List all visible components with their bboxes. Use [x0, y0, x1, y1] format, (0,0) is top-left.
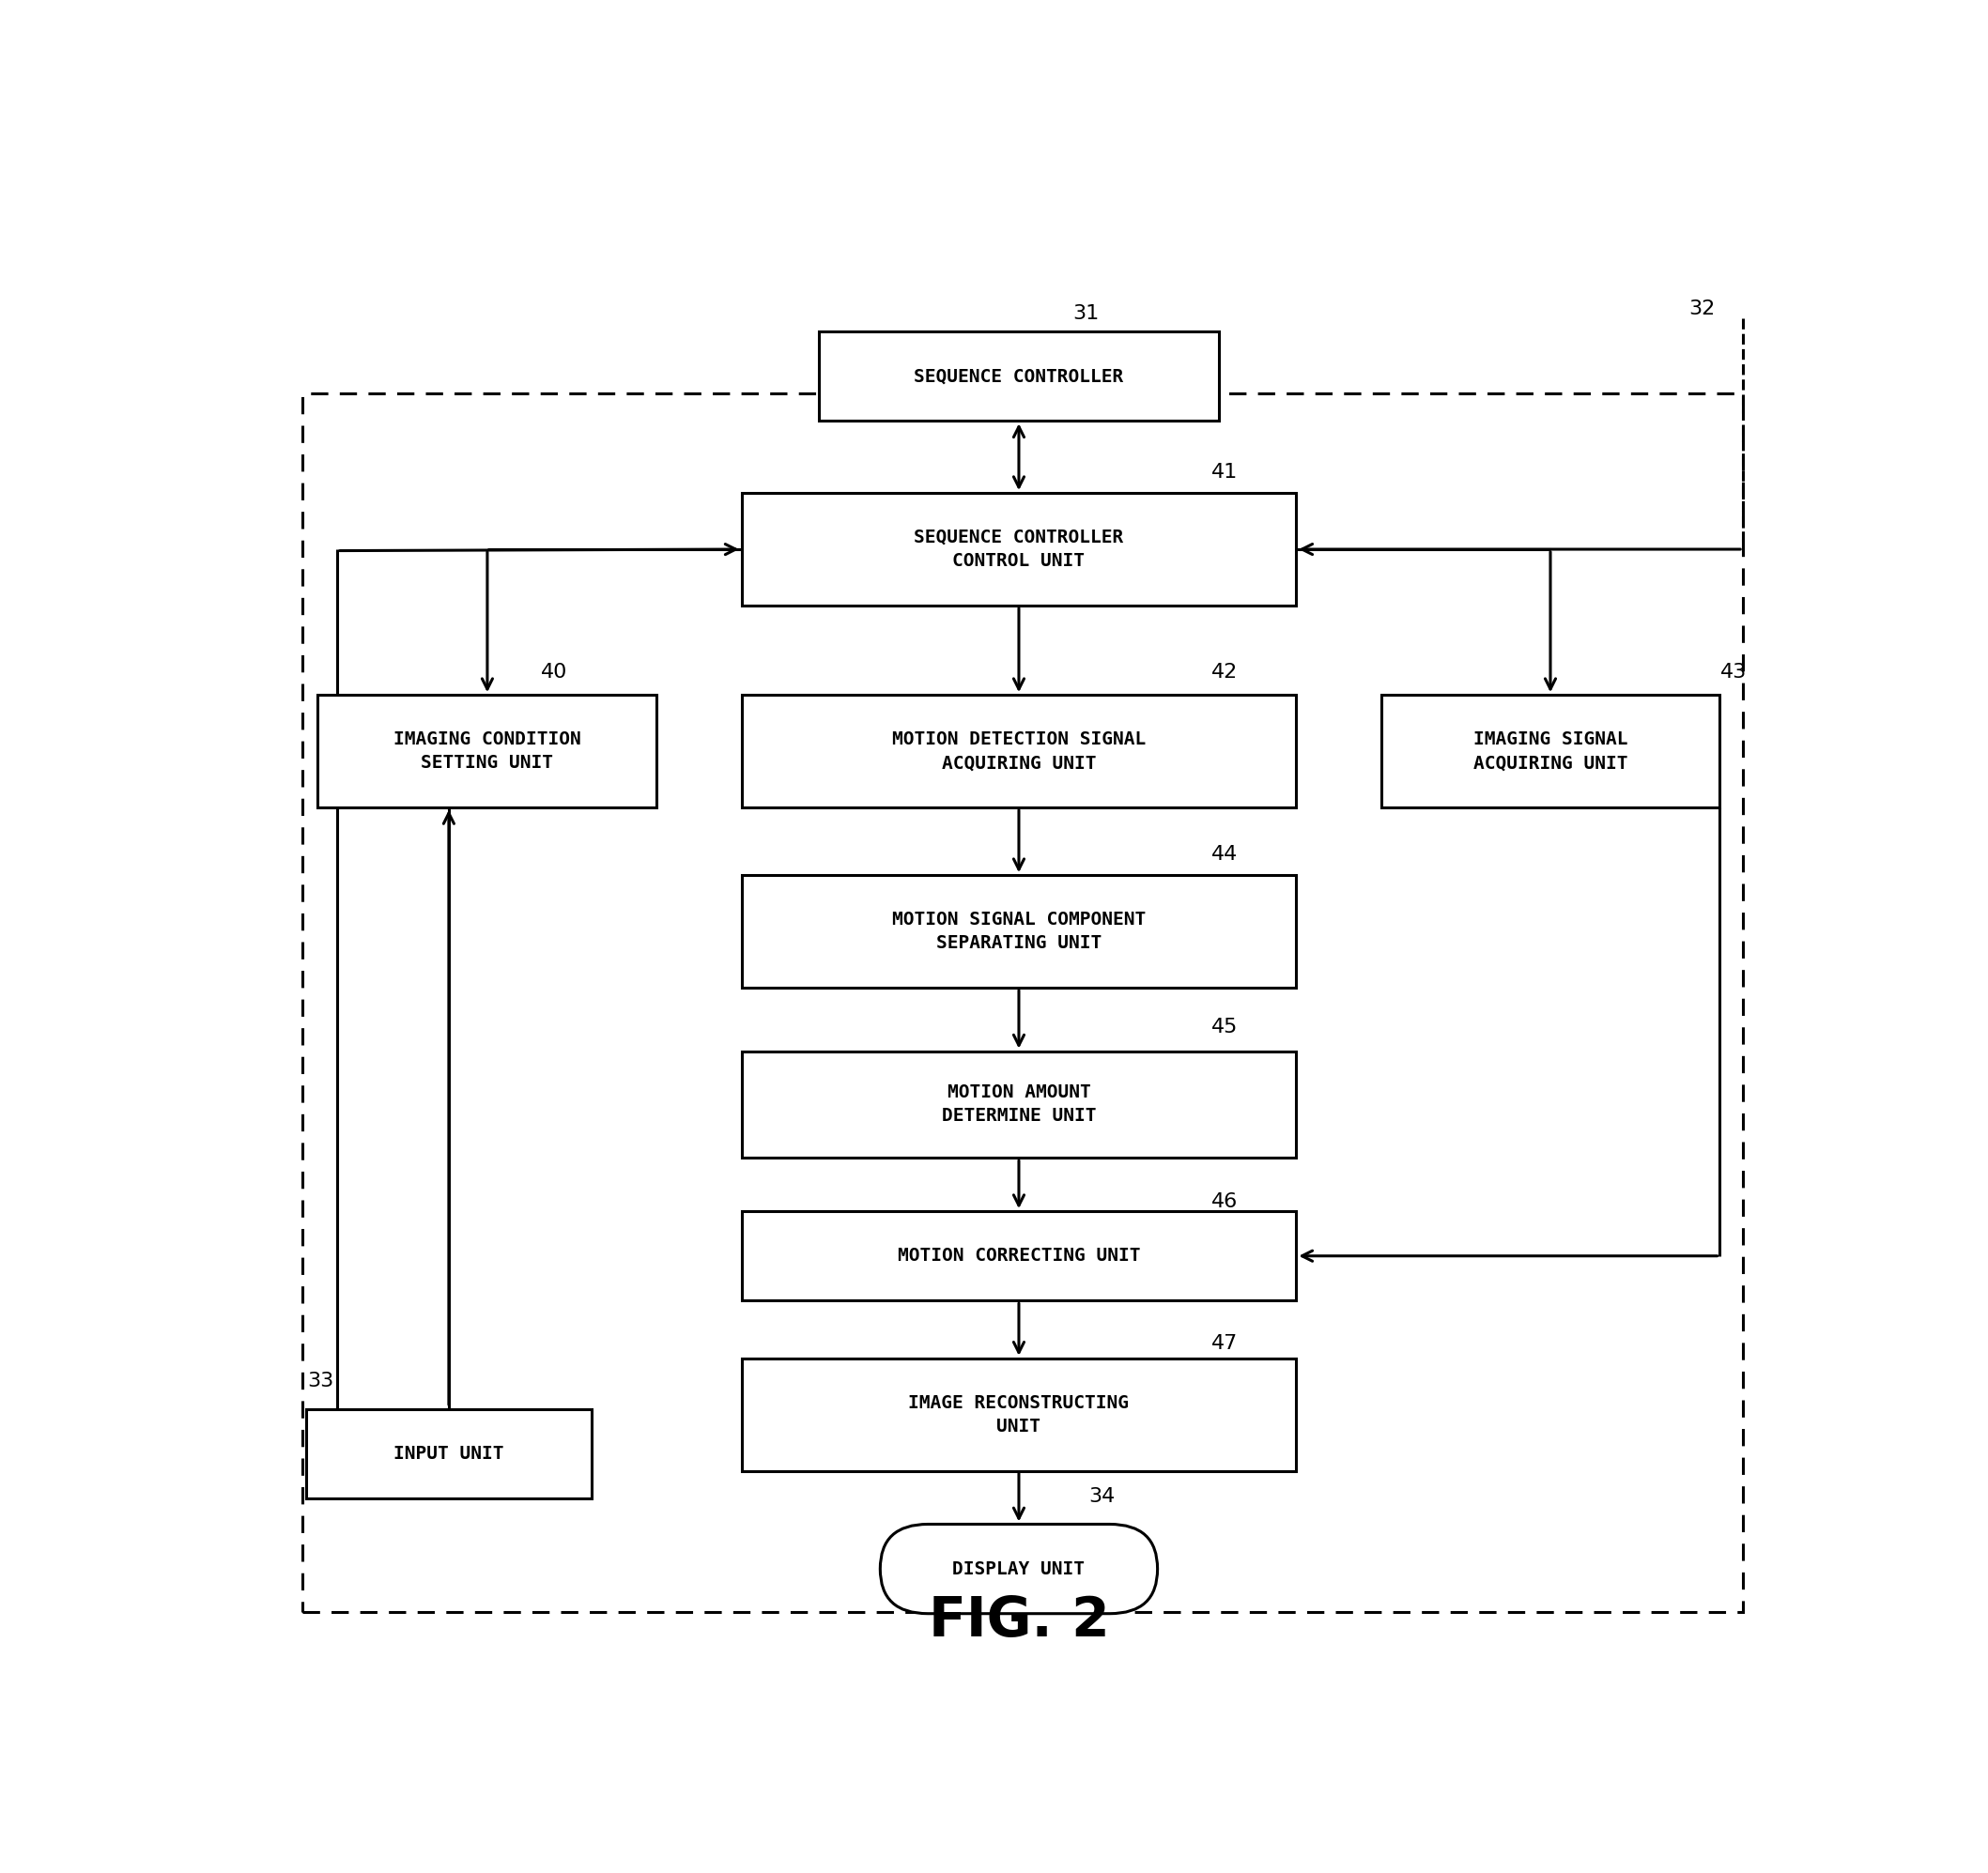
Text: IMAGE RECONSTRUCTING
UNIT: IMAGE RECONSTRUCTING UNIT	[909, 1394, 1129, 1435]
FancyBboxPatch shape	[742, 695, 1296, 807]
Text: 46: 46	[1211, 1193, 1239, 1212]
Text: IMAGING SIGNAL
ACQUIRING UNIT: IMAGING SIGNAL ACQUIRING UNIT	[1473, 730, 1628, 772]
Text: MOTION CORRECTING UNIT: MOTION CORRECTING UNIT	[897, 1247, 1141, 1264]
Text: MOTION SIGNAL COMPONENT
SEPARATING UNIT: MOTION SIGNAL COMPONENT SEPARATING UNIT	[893, 910, 1145, 951]
Text: INPUT UNIT: INPUT UNIT	[394, 1444, 505, 1463]
FancyBboxPatch shape	[306, 1408, 590, 1498]
Text: IMAGING CONDITION
SETTING UNIT: IMAGING CONDITION SETTING UNIT	[394, 730, 580, 772]
FancyBboxPatch shape	[881, 1525, 1157, 1615]
Text: 40: 40	[541, 663, 569, 682]
Text: 34: 34	[1087, 1487, 1115, 1506]
FancyBboxPatch shape	[742, 1051, 1296, 1158]
FancyBboxPatch shape	[318, 695, 656, 807]
FancyBboxPatch shape	[742, 1358, 1296, 1470]
FancyBboxPatch shape	[742, 1212, 1296, 1300]
Text: MOTION DETECTION SIGNAL
ACQUIRING UNIT: MOTION DETECTION SIGNAL ACQUIRING UNIT	[893, 730, 1145, 772]
Text: FIG. 2: FIG. 2	[928, 1594, 1109, 1648]
Text: 32: 32	[1690, 300, 1716, 318]
FancyBboxPatch shape	[742, 493, 1296, 605]
Text: SEQUENCE CONTROLLER
CONTROL UNIT: SEQUENCE CONTROLLER CONTROL UNIT	[914, 528, 1123, 569]
FancyBboxPatch shape	[1382, 695, 1720, 807]
Text: 41: 41	[1211, 463, 1239, 481]
Text: SEQUENCE CONTROLLER: SEQUENCE CONTROLLER	[914, 367, 1123, 386]
Text: 33: 33	[306, 1371, 334, 1390]
Text: DISPLAY UNIT: DISPLAY UNIT	[952, 1560, 1085, 1577]
Text: 42: 42	[1211, 663, 1239, 682]
Text: MOTION AMOUNT
DETERMINE UNIT: MOTION AMOUNT DETERMINE UNIT	[942, 1084, 1095, 1126]
FancyBboxPatch shape	[819, 332, 1219, 421]
Text: 45: 45	[1211, 1017, 1239, 1038]
FancyBboxPatch shape	[742, 875, 1296, 987]
Text: 44: 44	[1211, 845, 1239, 863]
Text: 47: 47	[1211, 1334, 1239, 1352]
Text: 43: 43	[1720, 663, 1745, 682]
Text: 31: 31	[1074, 303, 1099, 322]
